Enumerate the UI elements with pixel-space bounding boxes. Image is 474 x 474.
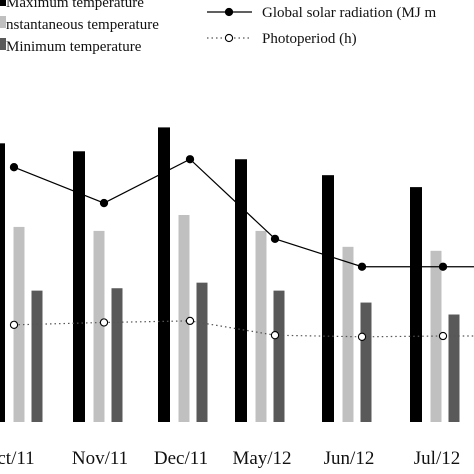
point-global-solar-radiation-mj-m-jul-12 (438, 262, 448, 271)
legend: Maximum temperature nstantaneous temperat… (0, 0, 436, 55)
x-tick-label-jun-12: Jun/12 (324, 448, 375, 469)
legend-label-minimum-temperature: Minimum temperature (6, 39, 142, 55)
bar-instantaneous-temperature-jun-12 (342, 246, 354, 422)
bar-maximum-temperature-jun-12 (322, 175, 334, 422)
bar-minimum-temperature-dec-11 (196, 282, 208, 422)
point-photoperiod-h-jun-12 (357, 332, 367, 341)
x-tick-label-oct-11: ct/11 (0, 448, 35, 469)
bar-maximum-temperature-oct-11 (0, 143, 5, 423)
point-photoperiod-h-oct-11 (9, 320, 19, 330)
bar-maximum-temperature-dec-11 (158, 127, 170, 422)
legend-label-instantaneous-temperature: nstantaneous temperature (6, 17, 159, 33)
x-tick-label-nov-11: Nov/11 (72, 448, 128, 469)
bars (0, 127, 460, 423)
x-tick-label-jul-12: Jul/12 (414, 448, 460, 469)
legend-swatch-instantaneous-temperature (0, 16, 6, 28)
lines (9, 155, 474, 341)
bar-minimum-temperature-nov-11 (111, 288, 123, 422)
bar-minimum-temperature-oct-11 (31, 290, 43, 422)
bar-minimum-temperature-may-12 (273, 290, 285, 422)
legend-label-photoperiod-h: Photoperiod (h) (262, 31, 357, 47)
legend-label-global-solar-radiation-mj-m: Global solar radiation (MJ m (262, 5, 436, 21)
point-global-solar-radiation-mj-m-dec-11 (185, 155, 195, 164)
x-tick-label-may-12: May/12 (232, 448, 291, 469)
legend-swatch-maximum-temperature (0, 0, 6, 6)
bar-instantaneous-temperature-may-12 (255, 230, 267, 422)
bar-minimum-temperature-jun-12 (360, 302, 372, 422)
legend-marker-photoperiod-h (224, 33, 234, 43)
legend-swatch-minimum-temperature (0, 38, 6, 50)
point-photoperiod-h-jul-12 (438, 331, 448, 341)
bar-instantaneous-temperature-nov-11 (93, 230, 105, 422)
x-tick-labels: ct/11 Nov/11 Dec/11 May/12 Jun/12 Jul/12 (0, 448, 460, 469)
point-global-solar-radiation-mj-m-jun-12 (357, 262, 367, 271)
bar-minimum-temperature-jul-12 (448, 314, 460, 422)
point-global-solar-radiation-mj-m-nov-11 (99, 198, 109, 208)
point-global-solar-radiation-mj-m-oct-11 (9, 163, 19, 172)
point-photoperiod-h-dec-11 (185, 316, 195, 326)
bar-maximum-temperature-nov-11 (73, 151, 85, 422)
legend-marker-global-solar-radiation-mj-m (224, 7, 234, 17)
bar-instantaneous-temperature-dec-11 (178, 214, 190, 422)
legend-label-maximum-temperature: Maximum temperature (6, 0, 144, 11)
point-global-solar-radiation-mj-m-may-12 (270, 234, 280, 244)
bar-maximum-temperature-may-12 (235, 159, 247, 422)
bar-maximum-temperature-jul-12 (410, 187, 422, 422)
point-photoperiod-h-may-12 (270, 331, 280, 340)
point-photoperiod-h-nov-11 (99, 318, 109, 327)
x-tick-label-dec-11: Dec/11 (154, 448, 208, 469)
